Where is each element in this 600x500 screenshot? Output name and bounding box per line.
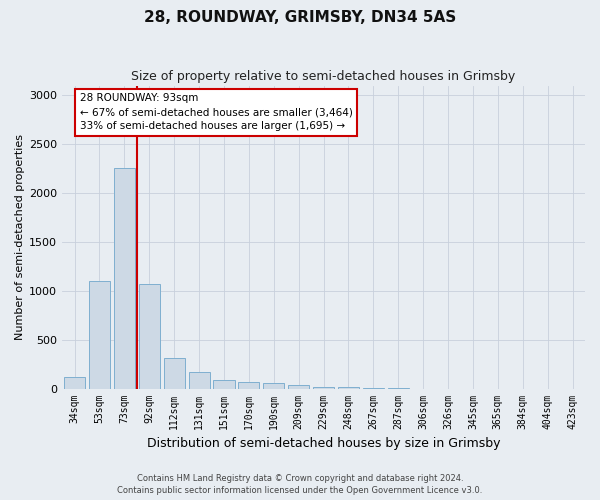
Bar [114,168,135,388]
X-axis label: Distribution of semi-detached houses by size in Grimsby: Distribution of semi-detached houses by … [147,437,500,450]
Bar [164,358,185,388]
Bar [238,382,259,388]
Bar [64,377,85,388]
Text: 28, ROUNDWAY, GRIMSBY, DN34 5AS: 28, ROUNDWAY, GRIMSBY, DN34 5AS [144,10,456,25]
Text: 28 ROUNDWAY: 93sqm
← 67% of semi-detached houses are smaller (3,464)
33% of semi: 28 ROUNDWAY: 93sqm ← 67% of semi-detache… [80,94,352,132]
Bar [338,387,359,388]
Bar [288,385,309,388]
Bar [263,383,284,388]
Text: Contains HM Land Registry data © Crown copyright and database right 2024.
Contai: Contains HM Land Registry data © Crown c… [118,474,482,495]
Title: Size of property relative to semi-detached houses in Grimsby: Size of property relative to semi-detach… [131,70,516,83]
Bar [214,380,235,388]
Bar [139,284,160,389]
Bar [313,386,334,388]
Bar [89,281,110,388]
Bar [188,372,209,388]
Y-axis label: Number of semi-detached properties: Number of semi-detached properties [15,134,25,340]
